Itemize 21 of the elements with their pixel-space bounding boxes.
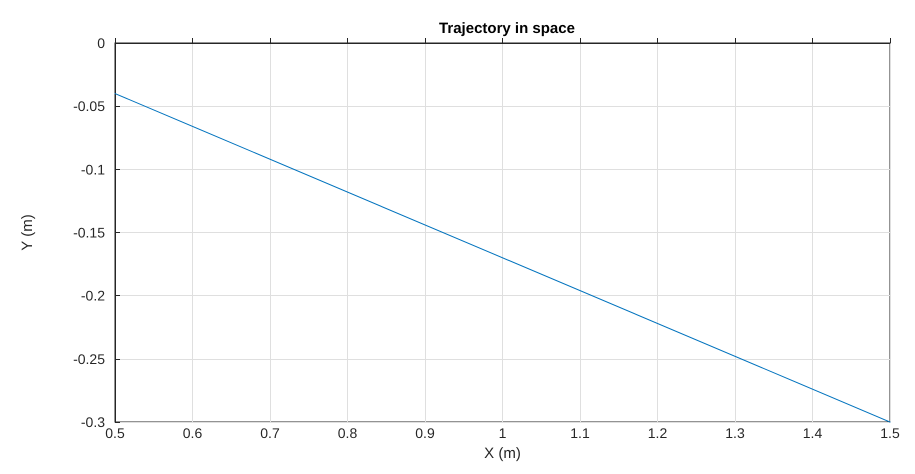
x-tick-label: 0.9 bbox=[415, 425, 435, 441]
y-tick-label: -0.05 bbox=[73, 98, 106, 114]
x-tick-label: 0.8 bbox=[338, 425, 358, 441]
chart-title: Trajectory in space bbox=[439, 20, 575, 37]
x-tick-label: 1.1 bbox=[570, 425, 590, 441]
x-tick-label: 1.4 bbox=[802, 425, 822, 441]
x-tick-label: 0.7 bbox=[260, 425, 280, 441]
x-tick-label: 0.5 bbox=[105, 425, 125, 441]
x-tick-label: 0.6 bbox=[182, 425, 202, 441]
y-tick-label: -0.1 bbox=[80, 161, 106, 178]
y-tick-label: -0.15 bbox=[73, 224, 106, 240]
x-tick-label: 1.5 bbox=[880, 425, 900, 441]
y-axis-title: Y (m) bbox=[19, 214, 36, 251]
x-tick-label: 1 bbox=[498, 425, 507, 441]
y-tick-label: -0.3 bbox=[80, 414, 106, 430]
y-tick-label: -0.25 bbox=[73, 350, 106, 367]
x-axis-title: X (m) bbox=[484, 445, 521, 462]
y-tick-label: -0.2 bbox=[80, 288, 106, 304]
x-tick-label: 1.3 bbox=[725, 425, 745, 441]
y-tick-label: 0 bbox=[97, 35, 106, 51]
x-tick-label: 1.2 bbox=[648, 425, 668, 441]
